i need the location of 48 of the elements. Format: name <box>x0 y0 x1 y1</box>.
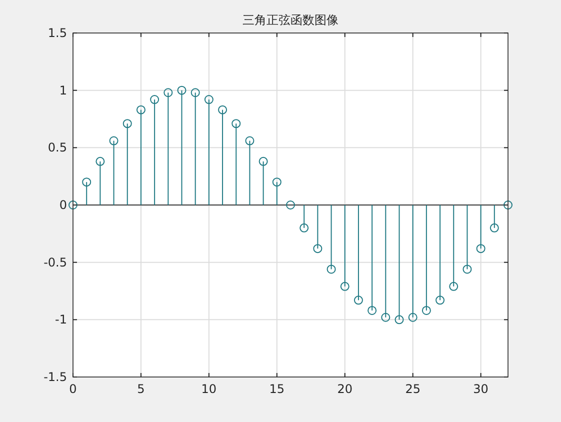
point <box>177 86 186 95</box>
point <box>245 136 254 146</box>
point <box>476 244 486 254</box>
y-tick-label: 1.5 <box>48 26 67 40</box>
point <box>109 136 118 146</box>
x-tick-label: 0 <box>69 382 77 396</box>
point <box>368 306 377 315</box>
point <box>272 178 282 187</box>
point <box>354 296 363 305</box>
point <box>122 119 132 128</box>
y-tick-label: -1.5 <box>44 370 67 384</box>
point <box>449 282 458 291</box>
x-tick-label: 15 <box>269 382 285 396</box>
point <box>204 95 214 104</box>
point <box>232 119 241 128</box>
point <box>381 312 390 322</box>
y-tick-label: 0.5 <box>48 140 67 155</box>
point <box>164 88 173 98</box>
point <box>313 244 322 254</box>
point <box>286 200 295 210</box>
point <box>96 156 105 166</box>
point <box>340 282 350 291</box>
point <box>436 296 445 305</box>
point <box>68 200 78 210</box>
x-tick-label: 20 <box>337 382 353 396</box>
x-tick-label: 30 <box>473 382 488 396</box>
chart-title: 三角正弦函数图像 <box>242 13 338 27</box>
y-tick-label: -1 <box>55 312 67 327</box>
point <box>326 264 336 274</box>
point <box>82 178 92 187</box>
point <box>218 105 228 114</box>
point <box>422 306 431 315</box>
point <box>504 200 512 210</box>
point <box>394 315 404 324</box>
y-tick-label: -0.5 <box>44 255 67 270</box>
point <box>258 156 268 166</box>
x-tick-label: 10 <box>201 382 217 396</box>
point <box>136 105 146 114</box>
y-tick-label: 0 <box>59 198 67 212</box>
point <box>300 223 309 232</box>
point <box>190 88 200 98</box>
x-tick-label: 5 <box>137 382 145 396</box>
point <box>408 312 418 322</box>
y-tick-label: 1 <box>59 83 67 98</box>
point <box>462 264 472 274</box>
point <box>490 223 499 232</box>
x-tick-label: 25 <box>405 382 420 396</box>
point <box>150 95 160 104</box>
